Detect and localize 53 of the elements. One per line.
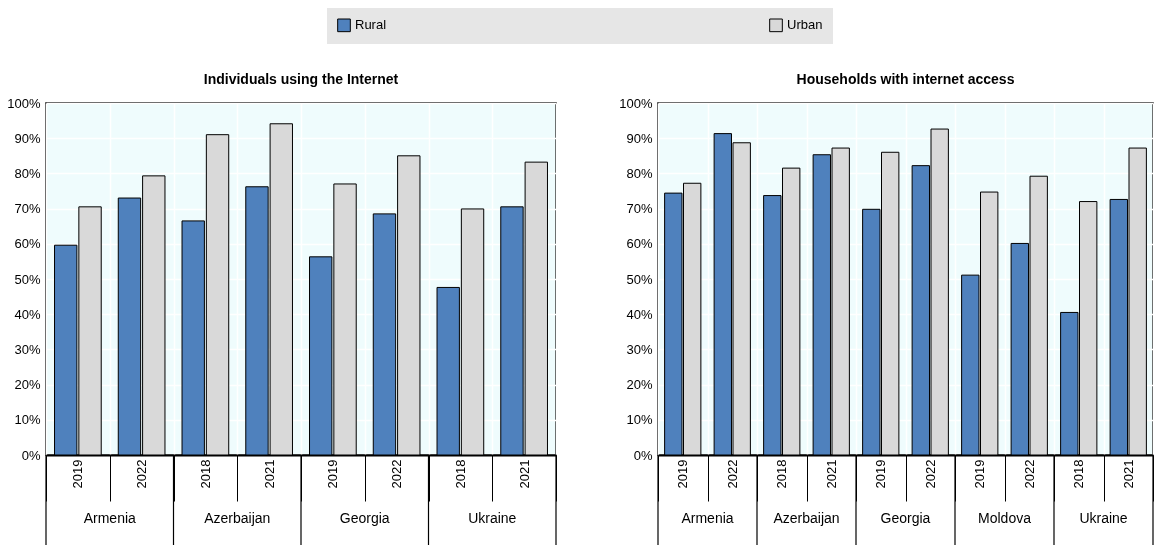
y-tick-label: 0% xyxy=(21,447,41,463)
x-tick-label: 2022 xyxy=(389,459,405,489)
y-tick-label: 60% xyxy=(626,236,653,252)
x-tick-label: 2019 xyxy=(972,459,988,489)
text: Ukraine xyxy=(1079,510,1128,526)
x-tick-label: 2022 xyxy=(724,459,740,489)
x-tick-label: 2018 xyxy=(1071,459,1087,489)
text: Moldova xyxy=(978,510,1032,526)
y-tick-label: 90% xyxy=(626,130,653,146)
y-tick-label: 40% xyxy=(626,306,653,322)
x-tick-label: 2021 xyxy=(823,459,839,489)
chart-title: Individuals using the Internet xyxy=(203,71,399,87)
x-tick-label: 2019 xyxy=(325,459,341,489)
text: Georgia xyxy=(339,510,390,526)
text: Azerbaijan xyxy=(773,510,840,526)
x-tick-label: 2022 xyxy=(1021,459,1037,489)
y-tick-label: 20% xyxy=(14,377,41,393)
x-tick-label: 2018 xyxy=(774,459,790,489)
x-tick-label: 2019 xyxy=(675,459,691,489)
y-tick-label: 20% xyxy=(626,377,653,393)
x-tick-label: 2022 xyxy=(134,459,150,489)
y-tick-label: 10% xyxy=(14,412,41,428)
legend-label: Rural xyxy=(355,17,387,33)
x-tick-label: 2018 xyxy=(197,459,213,489)
y-tick-label: 90% xyxy=(14,130,41,146)
y-tick-label: 70% xyxy=(14,201,41,217)
y-tick-label: 30% xyxy=(626,341,653,357)
x-tick-label: 2022 xyxy=(922,459,938,489)
y-tick-label: 80% xyxy=(14,165,41,181)
y-tick-label: 40% xyxy=(14,306,41,322)
y-tick-label: 30% xyxy=(14,341,41,357)
chart-title: Households with internet access xyxy=(796,71,1015,87)
y-tick-label: 70% xyxy=(626,201,653,217)
x-tick-label: 2019 xyxy=(70,459,86,489)
x-tick-label: 2021 xyxy=(516,459,532,489)
text: Ukraine xyxy=(468,510,517,526)
text: Armenia xyxy=(83,510,137,526)
y-tick-label: 60% xyxy=(14,236,41,252)
y-tick-label: 100% xyxy=(619,95,653,111)
y-tick-label: 100% xyxy=(7,95,41,111)
y-tick-label: 0% xyxy=(633,447,653,463)
y-tick-label: 80% xyxy=(626,165,653,181)
text: Georgia xyxy=(880,510,931,526)
y-tick-label: 50% xyxy=(626,271,653,287)
x-tick-label: 2021 xyxy=(1120,459,1136,489)
x-tick-label: 2021 xyxy=(261,459,277,489)
legend-label: Urban xyxy=(787,17,823,33)
text: Armenia xyxy=(681,510,734,526)
x-tick-label: 2019 xyxy=(873,459,889,489)
text: Azerbaijan xyxy=(204,510,271,526)
x-tick-label: 2018 xyxy=(452,459,468,489)
y-tick-label: 10% xyxy=(626,412,653,428)
y-tick-label: 50% xyxy=(14,271,41,287)
